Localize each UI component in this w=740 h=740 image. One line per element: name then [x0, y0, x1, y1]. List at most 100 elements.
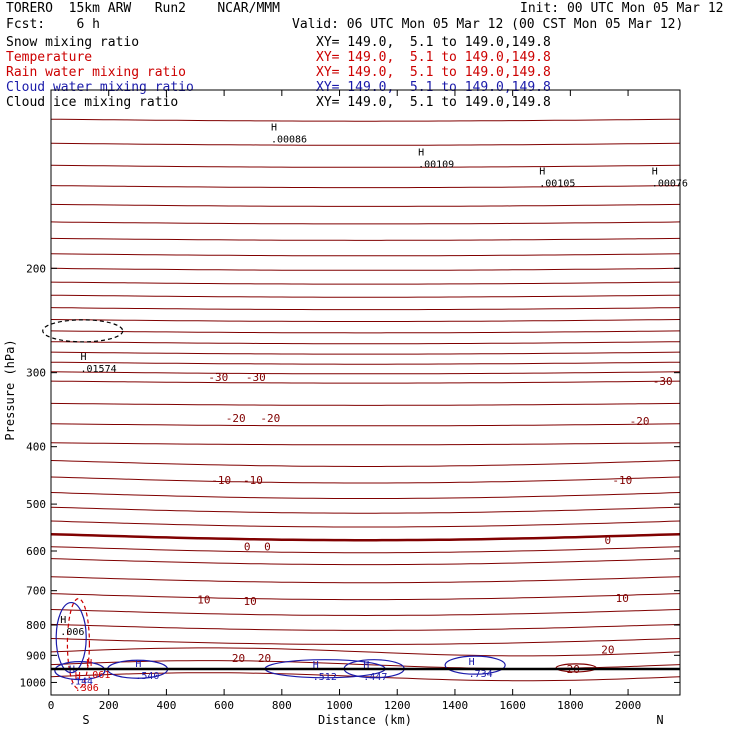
isotherm-line: [50, 423, 681, 427]
isotherm-label: -10: [211, 474, 231, 487]
max-value-label: .00105: [539, 179, 575, 190]
max-h-marker: H: [418, 148, 424, 159]
x-tick-label: 1400: [442, 699, 469, 712]
isotherm-line: [50, 506, 681, 514]
x-axis-label: Distance (km): [318, 713, 412, 727]
isotherm-label: 0: [244, 541, 251, 554]
field-name-cloud-ice: Cloud ice mixing ratio: [6, 95, 179, 110]
south-label: S: [82, 713, 89, 727]
isotherm-label: -30: [653, 375, 673, 388]
field-name-rain: Rain water mixing ratio: [6, 65, 187, 80]
isotherm-label: -20: [630, 415, 650, 428]
isotherm-line: [50, 623, 681, 631]
max-h-marker: H: [363, 660, 369, 671]
max-h-marker: H: [271, 123, 277, 134]
isotherm-line: [50, 319, 681, 322]
x-tick-label: 1800: [557, 699, 584, 712]
isotherm-line: [50, 185, 681, 189]
hydrometeor-contour: [54, 660, 106, 681]
y-tick-label: 300: [26, 367, 46, 380]
isotherm-label: -30: [246, 371, 266, 384]
isotherm-line: [50, 380, 681, 384]
isotherm-line: [50, 558, 681, 566]
valid-time: Valid: 06 UTC Mon 05 Mar 12 (00 CST Mon …: [292, 17, 684, 32]
isotherm-line: [50, 520, 681, 528]
isotherm-label: 10: [243, 595, 256, 608]
isotherm-line: [50, 281, 681, 285]
y-tick-label: 900: [26, 649, 46, 662]
max-h-marker: H: [469, 657, 475, 668]
axes: 0 200 400 600 800 1000 1200 1400 1600 1800 2000200…: [20, 89, 681, 712]
isotherm-line: [50, 307, 681, 311]
isotherm-line: [50, 476, 681, 484]
forecast-hour: Fcst: 6 h: [6, 17, 100, 32]
isotherm-label: 10: [197, 594, 210, 607]
isotherm-line: [50, 164, 681, 168]
isotherm-label: 0: [264, 541, 271, 554]
field-xy-cloud-ice: XY= 149.0, 5.1 to 149.0,149.8: [316, 95, 551, 110]
max-value-label: .01574: [81, 364, 117, 375]
isotherm-line: [50, 442, 681, 446]
x-tick-label: 200: [99, 699, 119, 712]
field-xy-temperature: XY= 149.0, 5.1 to 149.0,149.8: [316, 50, 551, 65]
isotherm-line: [50, 609, 681, 617]
isotherm-line: [50, 492, 681, 499]
isotherm-line: [50, 532, 681, 542]
x-tick-label: 1000: [326, 699, 353, 712]
x-tick-label: 1600: [499, 699, 526, 712]
isotherm-label: 20: [232, 652, 245, 665]
hydrometeor-contour: [444, 655, 506, 675]
max-h-marker: H: [86, 658, 92, 669]
isotherm-line: [50, 402, 681, 406]
y-tick-label: 700: [26, 585, 46, 598]
max-value-label: .734: [469, 669, 493, 680]
isotherm-line: [50, 638, 681, 645]
isotherm-label: 20: [258, 652, 271, 665]
x-tick-label: 400: [156, 699, 176, 712]
max-value-label: .00076: [652, 179, 688, 190]
field-xy-cloud-water: XY= 149.0, 5.1 to 149.0,149.8: [316, 80, 551, 95]
max-h-marker: H: [652, 167, 658, 178]
field-name-snow: Snow mixing ratio: [6, 35, 140, 50]
isotherm-line: [50, 253, 681, 257]
field-xy-rain: XY= 149.0, 5.1 to 149.0,149.8: [316, 65, 551, 80]
x-tick-label: 800: [272, 699, 292, 712]
isotherm-label: -20: [226, 412, 246, 425]
max-value-label: .00109: [418, 160, 454, 171]
field-name-cloud-water: Cloud water mixing ratio: [6, 80, 194, 95]
isotherm-line: [50, 647, 681, 657]
init-time: Init: 00 UTC Mon 05 Mar 12: [520, 1, 724, 16]
isotherm-line: [50, 118, 681, 122]
isotherm-line: [50, 361, 681, 365]
y-tick-label: 200: [26, 262, 46, 275]
isotherm-line: [50, 371, 681, 375]
isotherm-line: [50, 576, 681, 584]
max-value-label: .006: [60, 627, 84, 638]
max-h-marker: H: [135, 659, 141, 670]
north-label: N: [656, 713, 663, 727]
isotherm-label: 10: [616, 592, 629, 605]
max-value-label: .306: [75, 683, 99, 694]
isotherm-label: -10: [243, 474, 263, 487]
isotherm-label: -10: [612, 474, 632, 487]
isotherm-line: [50, 237, 681, 241]
field-xy-snow: XY= 149.0, 5.1 to 149.0,149.8: [316, 35, 551, 50]
y-tick-label: 500: [26, 498, 46, 511]
isotherm-line: [50, 546, 681, 554]
x-tick-label: 600: [214, 699, 234, 712]
hydrometeor-contour: [55, 601, 87, 674]
max-h-marker: H: [60, 615, 66, 626]
isotherm-line: [50, 341, 681, 345]
isotherm-line: [50, 142, 681, 146]
isotherm-line: [50, 460, 681, 467]
y-tick-label: 400: [26, 441, 46, 454]
hydrometeor-contour: [66, 598, 91, 690]
max-value-label: .144: [69, 677, 93, 688]
isotherm-label: -20: [260, 412, 280, 425]
max-value-label: .00086: [271, 135, 307, 146]
isotherm-line: [50, 221, 681, 225]
max-value-label: .447: [363, 672, 387, 683]
max-h-marker: H: [539, 167, 545, 178]
